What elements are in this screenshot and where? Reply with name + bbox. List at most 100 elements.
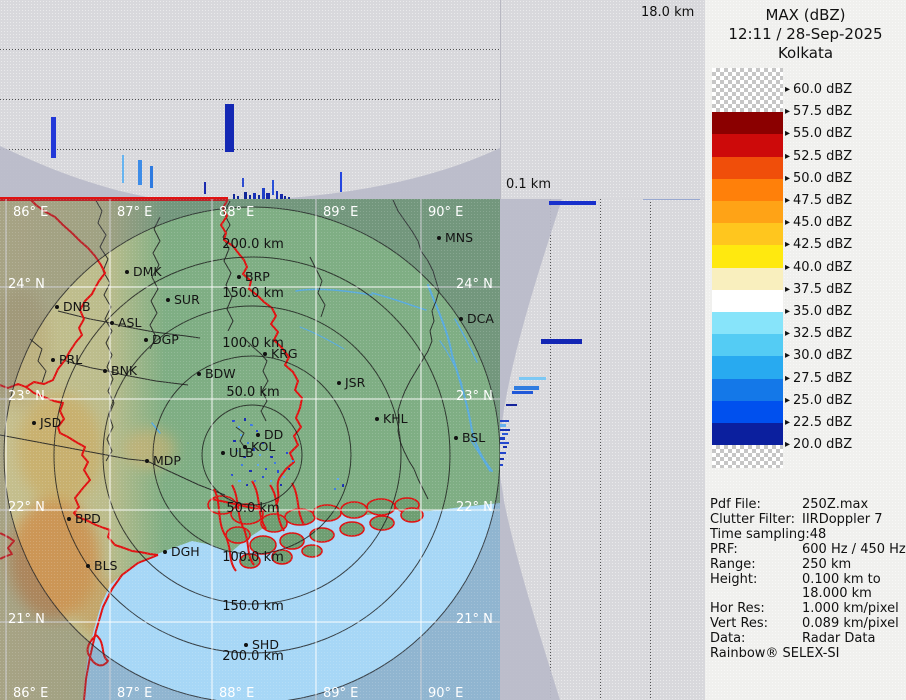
echo-bar	[506, 404, 517, 406]
city-label: BSL	[462, 430, 485, 445]
echo-bar	[262, 188, 265, 199]
metadata-value: 0.089 km/pixel	[802, 616, 899, 631]
echo-bar	[643, 199, 700, 200]
metadata-label: Clutter Filter:	[710, 512, 795, 527]
legend-label: 60.0 dBZ	[793, 82, 852, 97]
metadata-label: Data:	[710, 631, 745, 646]
metadata-label: Pdf File:	[710, 497, 761, 512]
city-label: DCA	[467, 311, 494, 326]
city-label: DMK	[133, 264, 162, 279]
metadata-value: IIRDoppler 7	[802, 512, 883, 527]
top-profile-panel[interactable]	[0, 0, 500, 199]
metadata-label: Vert Res:	[710, 616, 768, 631]
metadata-value: Radar Data	[802, 631, 875, 646]
tick-arrow-icon	[785, 348, 793, 363]
echo-bar	[502, 433, 508, 435]
legend-entry: 32.5 dBZ	[785, 326, 852, 341]
city-label: PRL	[59, 352, 82, 367]
city-dot	[163, 550, 167, 554]
tick-arrow-icon	[785, 371, 793, 386]
echo-bar	[51, 117, 56, 158]
echo-bar	[272, 180, 274, 195]
city-label: DGP	[152, 332, 179, 347]
product-datetime: 12:11 / 28-Sep-2025	[705, 25, 906, 43]
echo-bar	[500, 424, 506, 427]
city-dot	[166, 298, 170, 302]
city-dot	[144, 338, 148, 342]
echo-bar	[512, 391, 533, 394]
legend-entry: 47.5 dBZ	[785, 193, 852, 208]
echo-bar	[549, 201, 596, 205]
tick-arrow-icon	[785, 326, 793, 341]
color-band	[712, 334, 783, 356]
city-label: BLS	[94, 558, 118, 573]
legend-label: 55.0 dBZ	[793, 126, 852, 141]
tick-arrow-icon	[785, 393, 793, 408]
legend-entry: 25.0 dBZ	[785, 393, 852, 408]
longitude-label: 88° E	[219, 686, 254, 700]
city-dot	[337, 381, 341, 385]
tick-arrow-icon	[785, 415, 793, 430]
latitude-label: 21° N	[456, 612, 493, 627]
right-profile-panel[interactable]	[500, 199, 705, 700]
city-label: BPD	[75, 511, 101, 526]
legend-label: 40.0 dBZ	[793, 260, 852, 275]
longitude-label: 86° E	[13, 205, 48, 220]
metadata-value: 1.000 km/pixel	[802, 601, 899, 616]
echo-bar	[244, 192, 247, 199]
echo-bar	[204, 182, 206, 194]
legend-entry: 42.5 dBZ	[785, 237, 852, 252]
legend-label: 45.0 dBZ	[793, 215, 852, 230]
legend-entry: 60.0 dBZ	[785, 82, 852, 97]
tick-arrow-icon	[785, 260, 793, 275]
color-band	[712, 157, 783, 179]
legend-entry: 57.5 dBZ	[785, 104, 852, 119]
legend-label: 27.5 dBZ	[793, 371, 852, 386]
latitude-label: 21° N	[8, 612, 45, 627]
tick-arrow-icon	[785, 149, 793, 164]
legend-label: 35.0 dBZ	[793, 304, 852, 319]
tick-arrow-icon	[785, 171, 793, 186]
city-label: MDP	[153, 453, 181, 468]
metadata-value: 0.100 km to	[802, 572, 881, 587]
city-dot	[197, 372, 201, 376]
echo-bar	[276, 191, 278, 199]
city-dot	[145, 459, 149, 463]
color-band	[712, 179, 783, 201]
echo-bar	[225, 104, 234, 152]
city-dot	[125, 270, 129, 274]
color-band	[712, 112, 783, 134]
city-dot	[55, 305, 59, 309]
color-band	[712, 290, 783, 312]
legend-label: 30.0 dBZ	[793, 348, 852, 363]
software-footer: Rainbow® SELEX-SI	[710, 646, 840, 661]
echo-bar	[500, 464, 503, 466]
legend-label: 50.0 dBZ	[793, 171, 852, 186]
ring-distance-label: 200.0 km	[222, 237, 284, 252]
map-canvas[interactable]: 86° E86° E87° E87° E88° E88° E89° E89° E…	[0, 199, 500, 700]
legend-entry: 30.0 dBZ	[785, 348, 852, 363]
legend-entry: 35.0 dBZ	[785, 304, 852, 319]
longitude-label: 87° E	[117, 686, 152, 700]
city-label: BRP	[245, 269, 270, 284]
metadata-label: PRF:	[710, 542, 738, 557]
echo-bar	[541, 339, 582, 344]
longitude-label: 86° E	[13, 686, 48, 700]
color-band-transparent-low	[712, 445, 783, 468]
echo-bar	[500, 420, 509, 422]
color-band	[712, 245, 783, 267]
metadata-label: Time sampling:48	[710, 527, 826, 542]
ring-distance-label: 100.0 km	[222, 550, 284, 565]
height-axis-area: 0.1 km 18.0 km	[500, 0, 706, 199]
longitude-label: 90° E	[428, 686, 463, 700]
legend-entry: 55.0 dBZ	[785, 126, 852, 141]
metadata-value: 250 km	[802, 557, 851, 572]
height-axis-max-label: 18.0 km	[641, 5, 694, 20]
echo-bar	[500, 452, 506, 454]
legend-panel: MAX (dBZ) 12:11 / 28-Sep-2025 Kolkata 60…	[705, 0, 906, 700]
echo-bar	[340, 172, 342, 192]
metadata-label: Range:	[710, 557, 756, 572]
latitude-label: 24° N	[456, 277, 493, 292]
city-label: MNS	[445, 230, 473, 245]
legend-entry: 50.0 dBZ	[785, 171, 852, 186]
